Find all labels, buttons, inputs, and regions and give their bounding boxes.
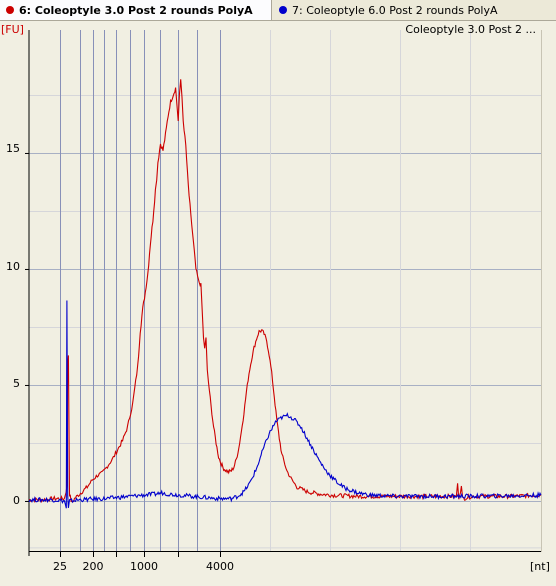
tab-sample-7-label: 7: Coleoptyle 6.0 Post 2 rounds PolyA <box>292 3 498 17</box>
tab-sample-7[interactable]: 7: Coleoptyle 6.0 Post 2 rounds PolyA <box>273 0 556 20</box>
y-tick-label-0: 0 <box>13 494 20 507</box>
y-axis-unit-label: [FU] <box>1 23 24 36</box>
x-axis-unit-label: [nt] <box>530 560 550 573</box>
series-sample-6-trace <box>28 79 541 504</box>
series-sample-7-trace <box>28 300 542 509</box>
sample-tabbar: 6: Coleoptyle 3.0 Post 2 rounds PolyA 7:… <box>0 0 556 21</box>
red-dot-icon <box>6 6 14 14</box>
series <box>28 79 542 509</box>
blue-dot-icon <box>279 6 287 14</box>
axes <box>28 30 542 556</box>
y-tick-label-15: 15 <box>6 142 20 155</box>
chart-title: Coleoptyle 3.0 Post 2 ... <box>405 23 536 36</box>
grid <box>25 30 541 557</box>
y-tick-label-5: 5 <box>13 377 20 390</box>
tab-sample-6-label: 6: Coleoptyle 3.0 Post 2 rounds PolyA <box>19 3 253 17</box>
x-tick-label-4000: 4000 <box>206 560 234 573</box>
labels: [FU] [nt] Coleoptyle 3.0 Post 2 ... 0 5 … <box>1 23 550 573</box>
tab-sample-6[interactable]: 6: Coleoptyle 3.0 Post 2 rounds PolyA <box>0 0 272 20</box>
y-tick-label-10: 10 <box>6 260 20 273</box>
x-tick-label-1000: 1000 <box>130 560 158 573</box>
x-tick-label-25: 25 <box>53 560 67 573</box>
x-tick-label-200: 200 <box>83 560 104 573</box>
